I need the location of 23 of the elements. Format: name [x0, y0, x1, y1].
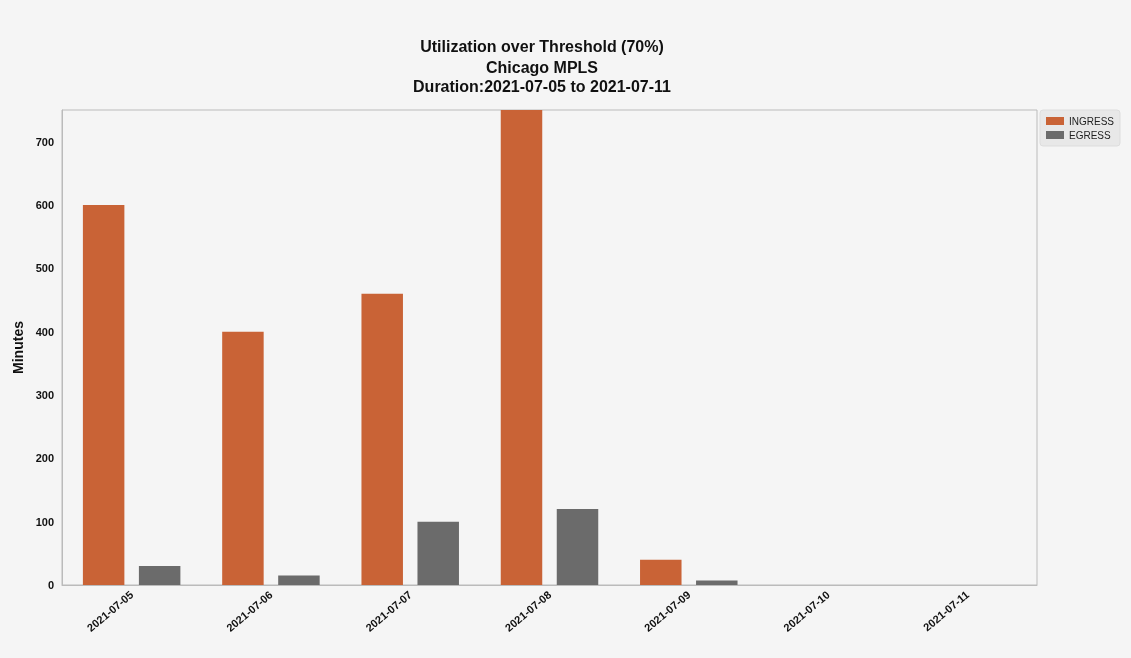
chart-subtitle: Chicago MPLS Duration:2021-07-05 to 2021-07-11: [413, 59, 672, 95]
y-axis-title: Minutes: [9, 320, 26, 374]
bar: [278, 575, 320, 585]
bar: [222, 331, 264, 585]
bar: [361, 293, 403, 585]
bar: [640, 559, 682, 585]
bar: [696, 580, 738, 585]
y-tick-label: 400: [35, 325, 54, 338]
y-tick-label: 200: [35, 452, 54, 465]
y-tick-label: 600: [35, 199, 54, 211]
y-tick-label: 0: [47, 579, 54, 591]
bar: [82, 205, 125, 585]
chart-title: Utilization over Threshold (70%): [420, 38, 664, 55]
y-tick-label: 100: [35, 515, 54, 528]
bar: [556, 509, 599, 585]
bar: [138, 566, 181, 585]
bar: [500, 110, 543, 585]
y-tick-label: 500: [35, 262, 54, 275]
bar: [417, 521, 459, 585]
y-tick-label: 700: [35, 135, 54, 148]
legend-label: EGRESS: [1069, 129, 1112, 141]
legend-label: INGRESS: [1069, 115, 1115, 127]
y-tick-label: 300: [35, 389, 54, 401]
